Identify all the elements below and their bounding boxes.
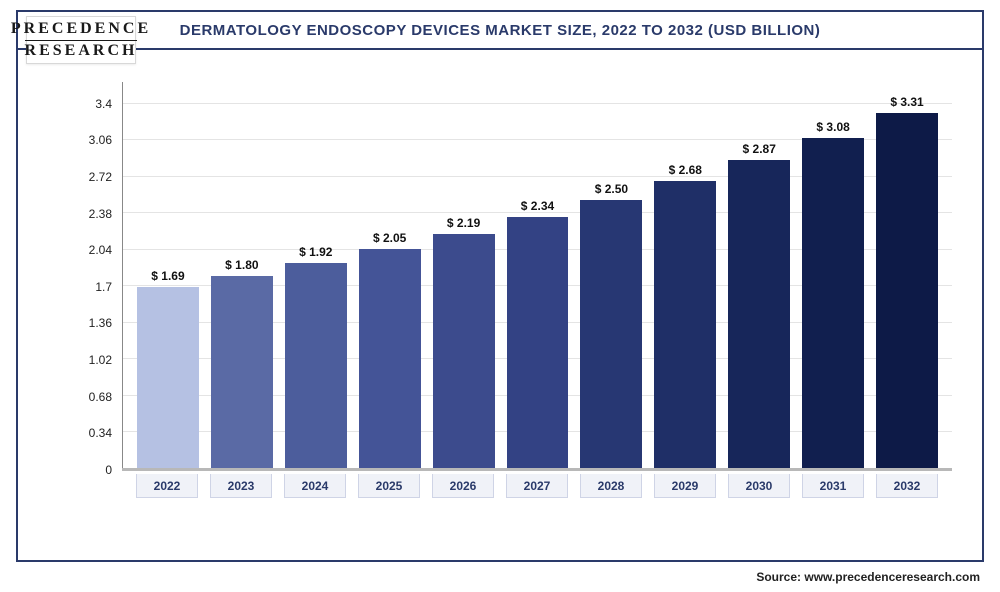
source-attribution: Source: www.precedenceresearch.com	[756, 570, 980, 584]
y-tick-label: 0.68	[72, 390, 112, 404]
x-tick-label: 2025	[358, 474, 420, 498]
bar	[137, 287, 199, 469]
bar	[580, 200, 642, 469]
x-tick-label: 2031	[802, 474, 864, 498]
bar-value-label: $ 3.31	[890, 95, 923, 109]
bar-value-label: $ 1.80	[225, 258, 258, 272]
x-tick-label: 2028	[580, 474, 642, 498]
x-tick-label: 2027	[506, 474, 568, 498]
logo-line1: PRECEDENCE	[11, 21, 151, 38]
y-tick-label: 2.38	[72, 207, 112, 221]
bar-value-label: $ 1.69	[151, 269, 184, 283]
bar-value-label: $ 2.68	[669, 163, 702, 177]
bar-wrap: $ 2.87	[722, 82, 796, 469]
x-tick-label: 2023	[210, 474, 272, 498]
y-tick-label: 0	[72, 463, 112, 477]
bar-value-label: $ 2.05	[373, 231, 406, 245]
y-tick-label: 1.7	[72, 280, 112, 294]
bar-value-label: $ 2.87	[743, 142, 776, 156]
bar-value-label: $ 2.34	[521, 199, 554, 213]
bar-wrap: $ 3.31	[870, 82, 944, 469]
bars-group: $ 1.69 $ 1.80 $ 1.92 $ 2.05 $ 2.19 $ 2.34 $ 2.…	[123, 82, 952, 469]
y-tick-label: 1.02	[72, 353, 112, 367]
y-tick-label: 3.06	[72, 133, 112, 147]
bar	[211, 276, 273, 470]
x-tick-label: 2029	[654, 474, 716, 498]
bar-value-label: $ 2.50	[595, 182, 628, 196]
bar	[433, 234, 495, 469]
bar	[802, 138, 864, 469]
bar-value-label: $ 3.08	[816, 120, 849, 134]
bar	[728, 160, 790, 469]
y-axis: 00.340.681.021.361.72.042.382.723.063.4	[78, 82, 118, 470]
bar-wrap: $ 1.92	[279, 82, 353, 469]
y-tick-label: 2.04	[72, 243, 112, 257]
y-tick-label: 2.72	[72, 170, 112, 184]
bar	[654, 181, 716, 469]
x-tick-label: 2030	[728, 474, 790, 498]
bar-wrap: $ 2.68	[648, 82, 722, 469]
y-tick-label: 3.4	[72, 97, 112, 111]
bar-wrap: $ 3.08	[796, 82, 870, 469]
bar	[507, 217, 569, 469]
bar-wrap: $ 2.50	[574, 82, 648, 469]
plot-region: $ 1.69 $ 1.80 $ 1.92 $ 2.05 $ 2.19 $ 2.34 $ 2.…	[122, 82, 952, 470]
bar	[285, 263, 347, 469]
x-tick-label: 2032	[876, 474, 938, 498]
chart-area: 00.340.681.021.361.72.042.382.723.063.4 …	[78, 82, 952, 500]
x-tick-label: 2022	[136, 474, 198, 498]
x-tick-label: 2026	[432, 474, 494, 498]
y-tick-label: 0.34	[72, 426, 112, 440]
bar-wrap: $ 2.05	[353, 82, 427, 469]
bar-wrap: $ 1.69	[131, 82, 205, 469]
chart-container: DERMATOLOGY ENDOSCOPY DEVICES MARKET SIZ…	[16, 10, 984, 562]
bar-wrap: $ 1.80	[205, 82, 279, 469]
logo-line2: RESEARCH	[25, 40, 138, 60]
bar	[359, 249, 421, 469]
y-tick-label: 1.36	[72, 316, 112, 330]
brand-logo: PRECEDENCE RESEARCH	[26, 16, 136, 64]
bar-value-label: $ 1.92	[299, 245, 332, 259]
bar	[876, 113, 938, 469]
x-axis-labels: 2022 2023 2024 2025 2026 2027 2028 2029 2030 2031…	[122, 474, 952, 500]
bar-value-label: $ 2.19	[447, 216, 480, 230]
x-axis-shadow	[122, 468, 952, 471]
bar-wrap: $ 2.34	[501, 82, 575, 469]
x-tick-label: 2024	[284, 474, 346, 498]
chart-title: DERMATOLOGY ENDOSCOPY DEVICES MARKET SIZ…	[18, 12, 982, 50]
bar-wrap: $ 2.19	[427, 82, 501, 469]
